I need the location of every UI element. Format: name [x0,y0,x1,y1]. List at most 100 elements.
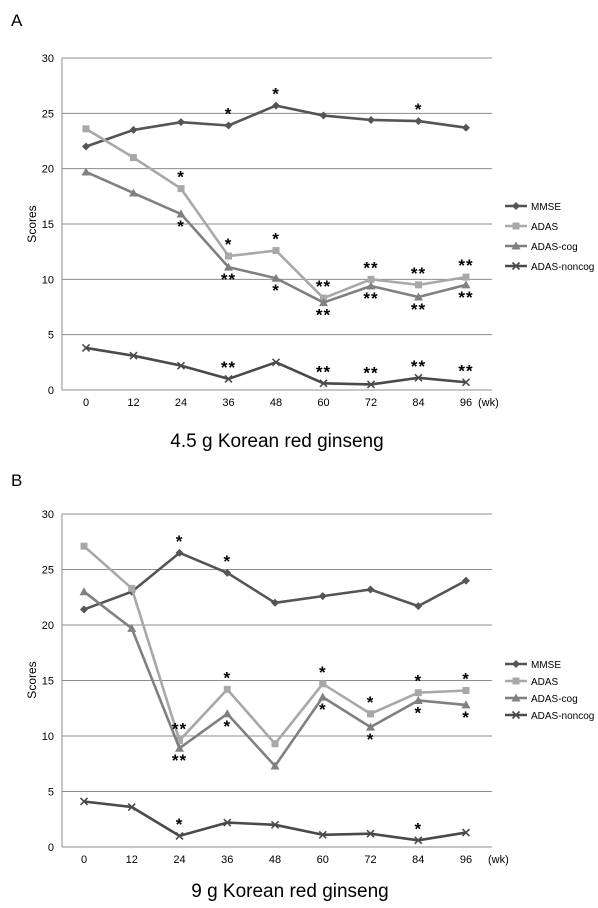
data-point-mmse [462,576,470,585]
significance-marker: * [272,230,280,249]
data-point-adas [367,275,375,283]
data-point-adas [271,740,279,748]
significance-marker: * [462,708,470,727]
series-line-adas [83,545,467,746]
legend-marker [511,261,521,271]
series-line-adas-noncog [83,800,467,842]
y-tick-label: 5 [48,787,54,799]
x-tick-label: 60 [317,397,329,409]
significance-marker: * [272,281,280,300]
significance-marker: ** [363,289,378,308]
significance-marker: * [223,552,231,571]
data-point-mmse [175,548,184,557]
data-point-mmse [414,117,423,126]
significance-marker: ** [221,270,236,289]
legend-entry: MMSE [531,660,561,671]
data-point-adas [272,247,280,255]
significance-marker: * [415,100,423,119]
chart-title: 9 g Korean red ginseng [191,881,389,902]
data-point-adas [319,680,327,688]
series-line-adas-noncog [85,346,467,386]
significance-marker: * [272,85,280,104]
data-point-adas [415,281,422,289]
significance-marker: * [177,168,185,187]
data-point-adas-noncog [414,373,423,382]
legend-marker [512,202,520,210]
data-point-mmse [319,111,328,120]
y-tick-label: 20 [42,620,54,632]
data-point-mmse [271,598,279,607]
data-point-adas [225,252,232,260]
significance-marker: ** [411,264,426,283]
data-point-adas-cog [176,209,186,218]
data-point-adas-noncog [414,836,423,845]
data-point-adas [177,185,185,193]
significance-marker: ** [411,300,426,319]
data-point-adas-noncog [223,818,232,827]
significance-marker: ** [458,361,473,380]
legend-entry: ADAS [531,677,559,688]
data-point-adas-cog [224,262,233,271]
significance-marker: * [462,669,470,688]
data-point-mmse [414,602,423,611]
legend-entry: ADAS-cog [531,694,578,705]
significance-marker: * [414,819,422,838]
data-point-adas [82,125,90,133]
legend-marker [511,710,521,720]
data-point-adas-cog [222,709,232,718]
data-point-adas [462,686,470,694]
y-tick-label: 0 [48,842,54,854]
significance-marker: ** [316,277,331,296]
x-tick-label: 12 [126,854,138,866]
y-tick-label: 25 [42,108,54,120]
significance-marker: ** [316,362,331,381]
chart-title: 4.5 g Korean red ginseng [170,431,383,452]
x-tick-label: 36 [221,854,233,866]
data-point-adas-noncog [366,829,375,838]
data-point-adas [462,273,470,281]
data-point-adas-cog [319,298,328,307]
significance-marker: * [225,105,233,124]
y-tick-label: 30 [42,509,54,521]
data-point-adas [130,154,137,162]
y-tick-label: 0 [48,385,54,397]
legend-entry: ADAS-noncog [531,711,594,722]
y-tick-label: 5 [48,330,54,342]
data-point-adas-cog [318,692,328,701]
data-point-adas-cog [129,188,138,197]
x-tick-label: 24 [173,854,185,866]
data-point-mmse [367,115,375,124]
x-tick-label: 84 [412,854,424,866]
data-point-mmse [82,142,90,151]
y-tick-label: 10 [42,731,54,743]
significance-marker: * [367,693,375,712]
data-point-mmse [462,123,470,132]
significance-marker: * [223,717,231,736]
data-point-adas [176,736,183,744]
x-tick-label: 0 [83,397,89,409]
data-point-mmse [129,125,138,134]
data-point-mmse [318,592,327,601]
data-point-adas-noncog [224,374,233,383]
data-point-adas [367,710,374,718]
data-point-adas-cog [414,292,423,301]
data-point-adas-noncog [127,802,136,812]
data-point-adas [128,584,136,592]
data-point-mmse [272,101,280,110]
significance-marker: * [176,815,184,834]
data-point-adas-noncog [366,380,376,389]
data-point-adas-noncog [176,361,186,370]
data-point-adas-cog [461,700,471,709]
x-tick-label: 36 [222,397,234,409]
data-point-adas-noncog [271,358,281,367]
x-tick-label: 96 [460,397,472,409]
y-tick-label: 25 [42,565,54,577]
legend-entry: ADAS [531,222,559,233]
chart-panel-b: B 0 5 10 15 20 25 30 0 12 24 36 48 60 72 84 96 (wk) Scores… [11,471,594,902]
y-axis-label: Scores [25,205,39,242]
data-point-adas-cog [366,281,376,290]
x-tick-label: 84 [412,397,424,409]
y-tick-label: 15 [42,219,54,231]
significance-marker: ** [411,357,426,376]
x-tick-label: 12 [127,397,139,409]
